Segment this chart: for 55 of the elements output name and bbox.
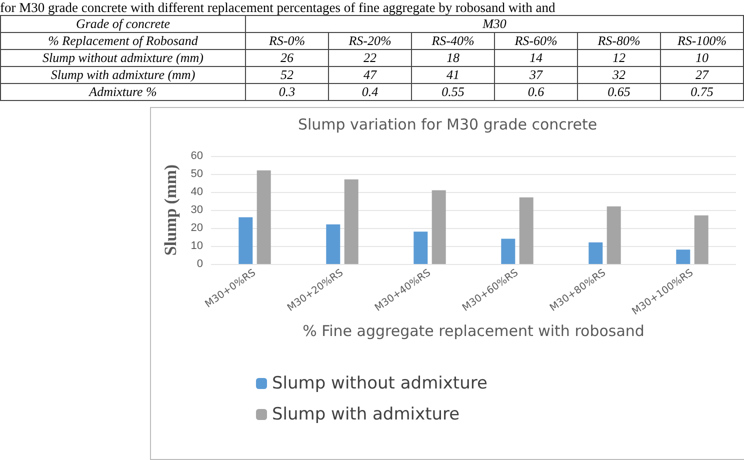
- data-label: 14: [494, 50, 578, 66]
- data-label: 52: [246, 66, 328, 84]
- category-label: RS-0%: [246, 32, 328, 50]
- y-tick-label: 60: [190, 150, 203, 162]
- category-label: RS-40%: [412, 32, 494, 50]
- text: Grade of concrete: [0, 16, 246, 32]
- bar: [344, 179, 358, 264]
- data-label: 47: [328, 66, 412, 84]
- bar: [501, 238, 516, 264]
- data-label: 26: [246, 50, 328, 66]
- bar: [256, 170, 271, 264]
- bar: [414, 232, 428, 264]
- category-label: RS-60%: [494, 32, 578, 50]
- data-label: 10: [660, 50, 744, 66]
- data-label: 0.6: [494, 84, 578, 100]
- y-tick-label: 20: [190, 222, 203, 234]
- data-label: 0.3: [246, 84, 328, 100]
- data-label: 18: [412, 50, 494, 66]
- data-label: 32: [578, 66, 660, 84]
- x-axis-title: % Fine aggregate replacement with robosand: [302, 322, 644, 340]
- bar: [238, 217, 253, 264]
- bar: [676, 250, 690, 264]
- bar: [588, 242, 603, 264]
- data-label: 41: [412, 66, 494, 84]
- category-label: RS-100%: [660, 32, 744, 50]
- text: Admixture %: [0, 84, 246, 100]
- y-tick-label: 50: [190, 168, 203, 180]
- data-label: 27: [660, 66, 744, 84]
- data-label: 0.65: [578, 84, 660, 100]
- data-label: 0.55: [412, 84, 494, 100]
- y-tick-label: 30: [190, 204, 203, 216]
- data-label: 37: [494, 66, 578, 84]
- bar: [432, 190, 446, 264]
- category-label: RS-80%: [578, 32, 660, 50]
- data-label: 0.75: [660, 84, 744, 100]
- y-axis-title: Slump (mm): [161, 164, 180, 256]
- bar: [326, 224, 340, 264]
- bar: [519, 197, 534, 264]
- text: M30: [246, 16, 744, 32]
- data-label: 12: [578, 50, 660, 66]
- data-label: 22: [328, 50, 412, 66]
- text: for M30 grade concrete with different replacement percentages of fine aggregate by robosand with and: [0, 0, 556, 15]
- legend-label: Slump with admixture: [272, 404, 460, 424]
- y-tick-label: 40: [190, 186, 203, 198]
- legend-label: Slump without admixture: [272, 374, 488, 394]
- text: Slump with admixture (mm): [0, 66, 246, 84]
- bar: [606, 206, 621, 264]
- text: % Replacement of Robosand: [0, 32, 246, 50]
- text: Slump without admixture (mm): [0, 50, 246, 66]
- data-label: 0.4: [328, 84, 412, 100]
- y-tick-label: 0: [196, 258, 203, 270]
- y-tick-label: 10: [190, 240, 203, 252]
- bar: [694, 215, 708, 264]
- chart-title: Slump variation for M30 grade concrete: [298, 116, 598, 134]
- category-label: RS-20%: [328, 32, 412, 50]
